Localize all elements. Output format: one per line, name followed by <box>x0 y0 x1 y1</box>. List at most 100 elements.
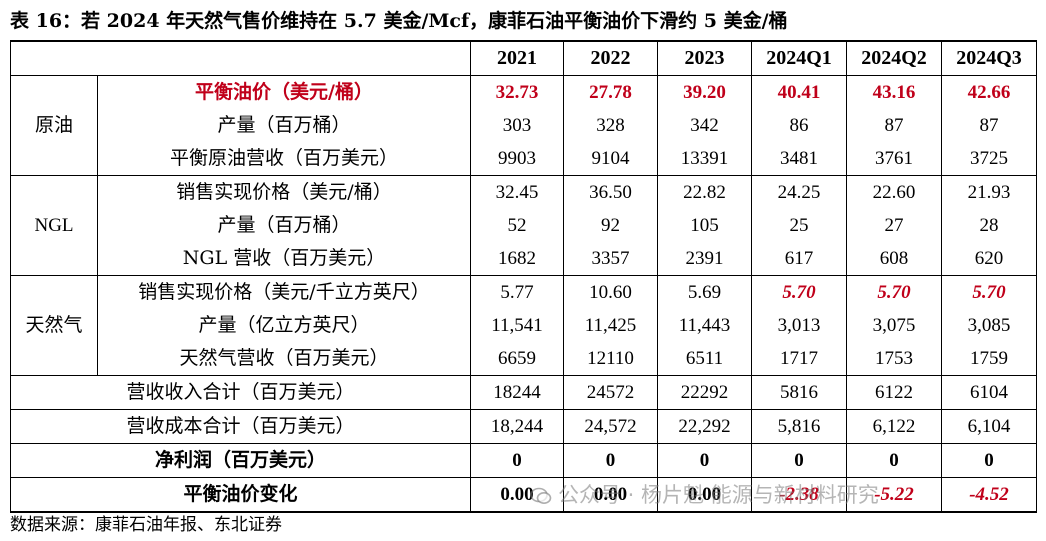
cell: 617 <box>751 242 847 276</box>
cell: 18,244 <box>470 409 564 444</box>
cell: 22292 <box>657 375 752 410</box>
cell: 3725 <box>941 142 1037 176</box>
cell: 87 <box>846 109 942 142</box>
cell: 1717 <box>751 342 847 376</box>
cell: 6,122 <box>846 409 942 444</box>
cell: 9903 <box>470 142 564 176</box>
cell: 11,425 <box>563 309 658 342</box>
table-row: 平衡原油营收（百万美元） 9903 9104 13391 3481 3761 3… <box>11 142 1037 176</box>
cell: 6659 <box>470 342 564 376</box>
cell: 342 <box>657 109 752 142</box>
row-label-gas-revenue: 天然气营收（百万美元） <box>97 342 471 376</box>
cell: -5.22 <box>846 477 942 513</box>
cell: 608 <box>846 242 942 276</box>
table-row: 天然气 销售实现价格（美元/千立方英尺） 5.77 10.60 5.69 5.7… <box>10 275 1037 376</box>
table-row: 天然气营收（百万美元） 6659 12110 6511 1717 1753 17… <box>11 342 1037 376</box>
cell: 3481 <box>751 142 847 176</box>
col-header-2021: 2021 <box>470 40 564 76</box>
cell: -2.38 <box>751 477 847 513</box>
cell: 5.70 <box>846 275 942 309</box>
cell: 303 <box>470 109 564 142</box>
cell: 32.45 <box>470 175 564 209</box>
table-row: 平衡油价变化 0.00 0.00 0.00 -2.38 -5.22 -4.52 <box>10 477 1037 513</box>
cell: 27 <box>846 209 942 242</box>
cell: 22.60 <box>846 175 942 209</box>
cell: 1682 <box>470 242 564 276</box>
cell: 6104 <box>941 375 1037 410</box>
cell: 0 <box>657 443 752 478</box>
cell: 25 <box>751 209 847 242</box>
watermark: 公众号 · 杨片魁 能源与新材料研究 <box>530 480 879 510</box>
cell: 5.69 <box>657 275 752 309</box>
cell: 18244 <box>470 375 564 410</box>
table-row: 产量（百万桶） 52 92 105 25 27 28 <box>11 209 1037 242</box>
table-row: 原油 平衡油价（美元/桶） 32.73 27.78 39.20 40.41 43… <box>10 75 1037 176</box>
source-note: 数据来源：康菲石油年报、东北证券 <box>10 515 282 535</box>
cell: 13391 <box>657 142 752 176</box>
cell: 9104 <box>563 142 658 176</box>
cell: 5.70 <box>751 275 847 309</box>
cell: 5,816 <box>751 409 847 444</box>
cell: 6122 <box>846 375 942 410</box>
group-label-ngl: NGL <box>10 175 98 276</box>
cell: 6,104 <box>941 409 1037 444</box>
cell: 42.66 <box>941 75 1037 109</box>
cell: 0 <box>941 443 1037 478</box>
row-label-ngl-revenue: NGL 营收（百万美元） <box>97 242 471 276</box>
row-label-gas-output: 产量（亿立方英尺） <box>198 314 370 336</box>
cell: 10.60 <box>563 275 658 309</box>
cell: 36.50 <box>563 175 658 209</box>
row-label-ngl-output: 产量（百万桶） <box>217 214 351 236</box>
table-row: NGL 销售实现价格（美元/桶） 32.45 36.50 22.82 24.25… <box>10 175 1037 276</box>
group-label-crude: 原油 <box>10 75 98 176</box>
header-corner <box>10 40 471 76</box>
table-title: 表 16：若 2024 年天然气售价维持在 5.7 美金/Mcf，康菲石油平衡油… <box>10 10 788 32</box>
cell: 1759 <box>941 342 1037 376</box>
cell: 2391 <box>657 242 752 276</box>
row-label-crude-output: 产量（百万桶） <box>217 114 351 136</box>
row-label-breakeven-price: 平衡油价（美元/桶） <box>195 81 373 103</box>
table-row: 净利润（百万美元） 0 0 0 0 0 0 <box>10 443 1037 478</box>
cell: 22.82 <box>657 175 752 209</box>
cell: 11,443 <box>657 309 752 342</box>
cell: 5.77 <box>470 275 564 309</box>
row-label-gas-price: 销售实现价格（美元/千立方英尺） <box>138 281 430 303</box>
row-label-net-profit: 净利润（百万美元） <box>10 443 471 478</box>
table-row: 营收成本合计（百万美元） 18,244 24,572 22,292 5,816 … <box>10 409 1037 444</box>
breakeven-table: 2021 2022 2023 2024Q1 2024Q2 2024Q3 原油 平… <box>10 40 1037 513</box>
group-label-gas: 天然气 <box>10 275 98 376</box>
cell: 3,013 <box>751 309 847 342</box>
cell: 12110 <box>563 342 658 376</box>
cell: 28 <box>941 209 1037 242</box>
cell: 40.41 <box>751 75 847 109</box>
cell: 5.70 <box>941 275 1037 309</box>
cell: 0.00 <box>657 477 752 513</box>
cell: 22,292 <box>657 409 752 444</box>
cell: 0 <box>470 443 564 478</box>
row-label-breakeven-change: 平衡油价变化 <box>10 477 471 513</box>
table-row: NGL 营收（百万美元） 1682 3357 2391 617 608 620 <box>11 242 1037 276</box>
row-label-ngl-price: 销售实现价格（美元/桶） <box>176 181 392 203</box>
cell: 11,541 <box>470 309 564 342</box>
cell: 39.20 <box>657 75 752 109</box>
cell: 0 <box>563 443 658 478</box>
cell: 24572 <box>563 375 658 410</box>
header-row: 2021 2022 2023 2024Q1 2024Q2 2024Q3 <box>10 40 1037 76</box>
cell: 3,085 <box>941 309 1037 342</box>
row-label-total-revenue: 营收收入合计（百万美元） <box>10 375 471 410</box>
cell: 105 <box>657 209 752 242</box>
cell: 3357 <box>563 242 658 276</box>
table-row: 营收收入合计（百万美元） 18244 24572 22292 5816 6122… <box>10 375 1037 410</box>
cell: 87 <box>941 109 1037 142</box>
cell: 0 <box>751 443 847 478</box>
cell: 24.25 <box>751 175 847 209</box>
cell: 328 <box>563 109 658 142</box>
cell: 32.73 <box>470 75 564 109</box>
col-header-2023: 2023 <box>657 40 752 76</box>
col-header-2024q1: 2024Q1 <box>751 40 847 76</box>
cell: 24,572 <box>563 409 658 444</box>
cell: 1753 <box>846 342 942 376</box>
cell: 27.78 <box>563 75 658 109</box>
cell: -4.52 <box>941 477 1037 513</box>
row-label-crude-revenue: 平衡原油营收（百万美元） <box>97 142 471 176</box>
